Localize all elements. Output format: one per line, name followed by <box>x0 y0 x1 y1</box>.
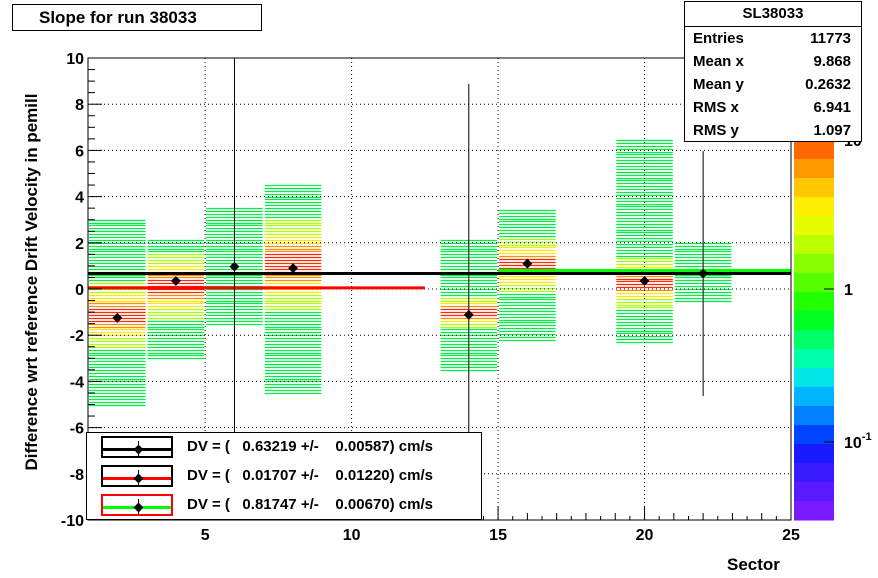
legend-label: DV = ( 0.01707 +/- 0.01220) cm/s <box>187 467 433 484</box>
stats-key: RMS y <box>693 122 739 139</box>
fit-lines-layer <box>88 269 791 290</box>
palette-cell <box>794 216 834 236</box>
legend-label: DV = ( 0.81747 +/- 0.00670) cm/s <box>187 496 433 513</box>
legend-entry: DV = ( 0.81747 +/- 0.00670) cm/s <box>87 493 481 519</box>
legend-box: DV = ( 0.63219 +/- 0.00587) cm/s DV = ( … <box>86 432 482 520</box>
stats-value: 11773 <box>810 30 851 47</box>
y-axis-title: Difference wrt reference Drift Velocity … <box>22 93 41 471</box>
heatmap-layer <box>89 139 732 407</box>
y-tick-label: -6 <box>70 421 84 438</box>
legend-label: DV = ( 0.63219 +/- 0.00587) cm/s <box>187 438 433 455</box>
palette-tick-label: 10-1 <box>844 431 872 452</box>
palette-cell <box>794 387 834 407</box>
data-point <box>698 268 709 279</box>
data-point <box>463 309 474 320</box>
legend-symbol <box>101 494 173 516</box>
palette-cell <box>794 368 834 388</box>
y-tick-label: 8 <box>75 97 84 114</box>
palette-cell <box>794 311 834 331</box>
x-tick-label: 25 <box>782 527 800 544</box>
legend-entry: DV = ( 0.01707 +/- 0.01220) cm/s <box>87 464 481 490</box>
stats-key: Mean x <box>693 53 744 70</box>
stats-value: 0.2632 <box>805 76 851 93</box>
stats-key: Entries <box>693 30 744 47</box>
y-tick-label: -4 <box>70 374 84 391</box>
palette-cell <box>794 425 834 445</box>
palette-cell <box>794 463 834 483</box>
palette-cell <box>794 140 834 160</box>
stats-key: RMS x <box>693 99 739 116</box>
x-tick-label: 15 <box>489 527 507 544</box>
stats-row-rms-x: RMS x 6.941 <box>685 96 861 119</box>
palette-cell <box>794 406 834 426</box>
data-point <box>170 275 181 286</box>
data-point <box>229 261 240 272</box>
y-tick-label: 4 <box>75 190 84 207</box>
plot-title: Slope for run 38033 <box>12 4 262 31</box>
x-tick-label: 20 <box>636 527 654 544</box>
stats-value: 6.941 <box>813 99 851 116</box>
y-tick-label: -2 <box>70 328 84 345</box>
x-tick-label: 10 <box>343 527 361 544</box>
palette-cell <box>794 178 834 198</box>
palette-cell <box>794 330 834 350</box>
data-point <box>288 263 298 274</box>
y-tick-label: 2 <box>75 236 84 253</box>
data-point <box>522 258 533 269</box>
palette-cell <box>794 501 834 521</box>
stats-box: SL38033 Entries 11773 Mean x 9.868 Mean y 0… <box>684 1 862 142</box>
stats-row-rms-y: RMS y 1.097 <box>685 119 861 142</box>
palette-cell <box>794 349 834 369</box>
palette-tick-label: 1 <box>844 282 853 299</box>
y-tick-label: 6 <box>75 143 84 160</box>
data-point <box>639 275 650 286</box>
y-tick-label: 10 <box>66 51 84 68</box>
palette-cell <box>794 254 834 274</box>
palette-cell <box>794 273 834 293</box>
palette-cell <box>794 235 834 255</box>
stats-key: Mean y <box>693 76 744 93</box>
legend-symbol <box>101 436 173 458</box>
stats-row-mean-x: Mean x 9.868 <box>685 50 861 73</box>
legend-symbol <box>101 465 173 487</box>
y-tick-label: -8 <box>70 467 84 484</box>
palette-cell <box>794 482 834 502</box>
stats-row-mean-y: Mean y 0.2632 <box>685 73 861 96</box>
stats-name: SL38033 <box>685 2 861 27</box>
stats-value: 9.868 <box>813 53 851 70</box>
legend-entry: DV = ( 0.63219 +/- 0.00587) cm/s <box>87 435 481 461</box>
palette-cell <box>794 292 834 312</box>
palette-cell <box>794 159 834 179</box>
palette-cell <box>794 444 834 464</box>
y-tick-label: 0 <box>75 282 84 299</box>
x-axis-title: Sector <box>727 555 780 574</box>
stats-row-entries: Entries 11773 <box>685 27 861 50</box>
y-tick-label: -10 <box>61 513 84 530</box>
stats-value: 1.097 <box>813 122 851 139</box>
palette-cell <box>794 197 834 217</box>
x-tick-label: 5 <box>201 527 210 544</box>
